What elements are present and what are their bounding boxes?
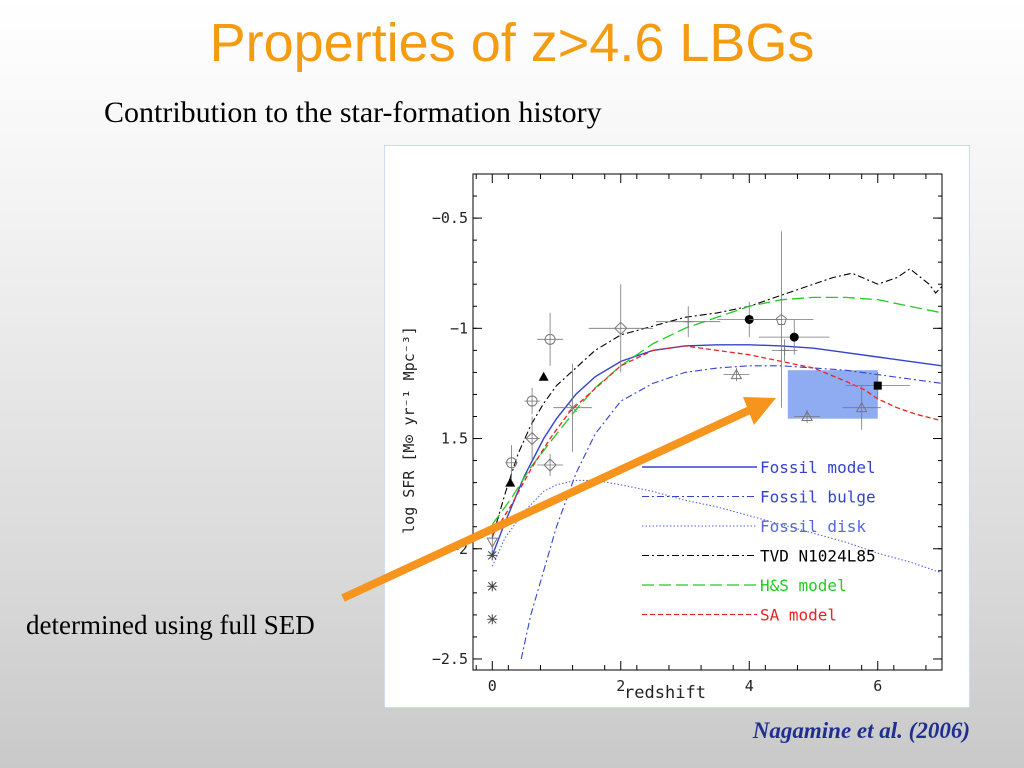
legend: Fossil model Fossil bulge Fossil disk TVD N… [642, 458, 876, 625]
shaded-region [787, 370, 878, 419]
marker-plus [779, 345, 790, 356]
sfr-chart: 0 2 4 6 −0.5 −1 1.5 −2 −2.5 redshift log SFR [M⊙… [383, 144, 971, 709]
data-point [771, 339, 798, 362]
y-tick-label: −2 [450, 540, 468, 558]
data-point [758, 319, 830, 355]
legend-label: Fossil bulge [760, 488, 876, 507]
y-axis-label: log SFR [M⊙ yr⁻¹ Mpc⁻³] [400, 326, 418, 534]
data-point [487, 581, 498, 592]
marker-asterisk [487, 614, 498, 625]
citation: Nagamine et al. (2006) [752, 718, 970, 743]
legend-label: Fossil disk [760, 517, 866, 536]
marker-diamond-open [614, 321, 628, 336]
data-point [538, 371, 549, 381]
data-point [487, 614, 498, 625]
shaded-region-layer [787, 370, 878, 419]
data-point [723, 367, 750, 382]
tick-layer: 0 2 4 6 −0.5 −1 1.5 −2 −2.5 [432, 174, 942, 695]
data-point [656, 306, 721, 338]
marker-asterisk [487, 581, 498, 592]
series-line-h-s-model [491, 296, 942, 525]
data-point [537, 312, 563, 366]
y-tick-label: −0.5 [432, 209, 468, 227]
y-tick-label: 1.5 [441, 430, 468, 448]
marker-triangle-open [801, 410, 813, 421]
slide-subtitle: Contribution to the star-formation histo… [104, 96, 602, 129]
marker-square-filled [873, 381, 882, 390]
marker-triangle-open [855, 401, 868, 413]
data-point [842, 385, 881, 430]
marker-triangle-filled [538, 371, 549, 381]
legend-label: SA model [760, 606, 837, 625]
marker-triangle-open [730, 368, 743, 380]
data-point [588, 284, 653, 373]
x-tick-label: 0 [488, 677, 497, 695]
data-point [749, 231, 814, 408]
legend-label: H&S model [760, 576, 847, 595]
marker-plus [683, 316, 694, 327]
marker-circle-filled [744, 314, 754, 324]
legend-label: Fossil model [760, 458, 876, 477]
x-tick-label: 4 [745, 677, 754, 695]
x-tick-label: 6 [873, 677, 882, 695]
legend-label: TVD N1024L85 [760, 547, 876, 566]
y-tick-label: −2.5 [432, 650, 468, 668]
marker-pentagon-open [775, 313, 787, 325]
slide-title: Properties of z>4.6 LBGs [209, 13, 815, 73]
data-point [794, 409, 820, 424]
data-point [845, 372, 910, 399]
marker-circle-filled [789, 332, 799, 342]
y-tick-label: −1 [450, 319, 468, 337]
x-tick-label: 2 [616, 677, 625, 695]
marker-circle-open [544, 333, 556, 345]
side-note: determined using full SED [26, 610, 315, 640]
x-axis-label: redshift [624, 683, 706, 703]
figure-background [383, 144, 971, 709]
sfr-figure: 0 2 4 6 −0.5 −1 1.5 −2 −2.5 redshift log SFR [M⊙… [383, 144, 971, 709]
